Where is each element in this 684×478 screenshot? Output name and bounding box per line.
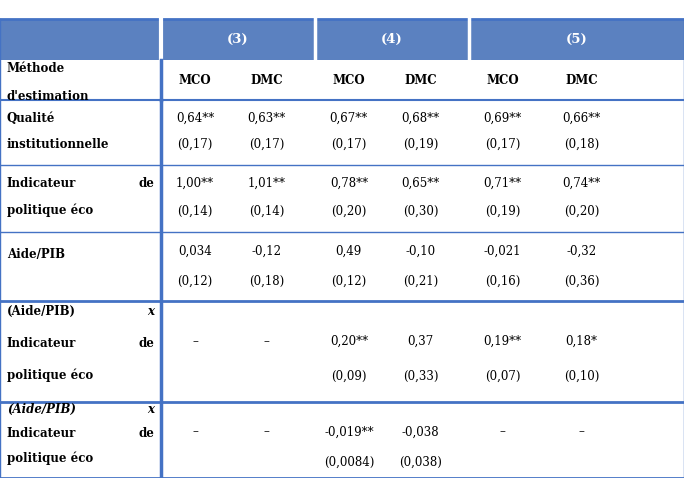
Text: DMC: DMC [250,74,283,87]
Text: (0,18): (0,18) [564,138,599,151]
Text: (0,12): (0,12) [331,275,367,288]
Text: 0,65**: 0,65** [402,177,440,190]
Text: -0,038: -0,038 [402,425,440,439]
Text: (4): (4) [381,33,402,46]
Text: -0,12: -0,12 [252,245,282,258]
Text: –: – [192,425,198,439]
Text: (0,17): (0,17) [177,138,213,151]
Text: (0,20): (0,20) [564,205,599,218]
Text: (Aide/PIB): (Aide/PIB) [7,402,76,416]
Text: 1,00**: 1,00** [176,177,214,190]
Text: Qualité: Qualité [7,112,55,125]
Text: 0,37: 0,37 [408,335,434,348]
Text: -0,10: -0,10 [406,245,436,258]
Text: (0,14): (0,14) [249,205,285,218]
Text: 0,69**: 0,69** [484,112,522,125]
Text: (3): (3) [227,33,248,46]
Text: 0,49: 0,49 [336,245,362,258]
Text: –: – [192,335,198,348]
Text: –: – [264,335,269,348]
Text: -0,019**: -0,019** [324,425,373,439]
Text: 0,63**: 0,63** [248,112,286,125]
Text: DMC: DMC [565,74,598,87]
Text: institutionnelle: institutionnelle [7,138,109,151]
Text: 0,20**: 0,20** [330,335,368,348]
Text: Méthode: Méthode [7,62,65,75]
Text: (0,30): (0,30) [403,205,438,218]
Text: politique éco: politique éco [7,451,93,465]
Text: politique éco: politique éco [7,204,93,217]
Text: (0,21): (0,21) [403,275,438,288]
Text: (0,19): (0,19) [403,138,438,151]
Text: –: – [500,425,505,439]
Text: (0,0084): (0,0084) [324,456,374,469]
Text: MCO: MCO [179,74,211,87]
Text: (0,36): (0,36) [564,275,599,288]
Text: –: – [579,425,584,439]
Text: (0,18): (0,18) [249,275,285,288]
Text: Indicateur: Indicateur [7,427,76,440]
Text: (0,14): (0,14) [177,205,213,218]
Text: 0,67**: 0,67** [330,112,368,125]
Text: (0,16): (0,16) [485,275,521,288]
Text: x: x [147,402,154,416]
Text: MCO: MCO [332,74,365,87]
Text: (5): (5) [566,33,587,46]
Text: (0,10): (0,10) [564,370,599,383]
Text: -0,021: -0,021 [484,245,521,258]
Text: (0,20): (0,20) [331,205,367,218]
Text: (0,17): (0,17) [485,138,521,151]
Text: de: de [138,337,154,350]
Text: 0,19**: 0,19** [484,335,522,348]
Text: 0,68**: 0,68** [402,112,440,125]
Text: (0,17): (0,17) [331,138,367,151]
Text: de: de [138,177,154,190]
Text: -0,32: -0,32 [566,245,596,258]
Text: de: de [138,427,154,440]
Text: 0,18*: 0,18* [566,335,597,348]
Text: 0,034: 0,034 [178,245,212,258]
Text: DMC: DMC [404,74,437,87]
Text: Indicateur: Indicateur [7,177,76,190]
Text: (0,19): (0,19) [485,205,521,218]
Text: (0,09): (0,09) [331,370,367,383]
Text: politique éco: politique éco [7,369,93,382]
Text: 1,01**: 1,01** [248,177,286,190]
Text: Aide/PIB: Aide/PIB [7,248,65,261]
Text: (0,12): (0,12) [177,275,213,288]
Text: 0,64**: 0,64** [176,112,214,125]
Text: Indicateur: Indicateur [7,337,76,350]
Text: 0,66**: 0,66** [562,112,601,125]
Text: 0,74**: 0,74** [562,177,601,190]
Text: MCO: MCO [486,74,519,87]
Text: d'estimation: d'estimation [7,90,90,103]
Text: x: x [147,304,154,318]
Text: (0,33): (0,33) [403,370,438,383]
Text: 0,78**: 0,78** [330,177,368,190]
Text: (Aide/PIB): (Aide/PIB) [7,304,76,318]
Text: –: – [264,425,269,439]
Bar [0,19,684,60]
Text: (0,17): (0,17) [249,138,285,151]
Text: (0,038): (0,038) [399,456,442,469]
Text: (0,07): (0,07) [485,370,521,383]
Text: 0,71**: 0,71** [484,177,522,190]
